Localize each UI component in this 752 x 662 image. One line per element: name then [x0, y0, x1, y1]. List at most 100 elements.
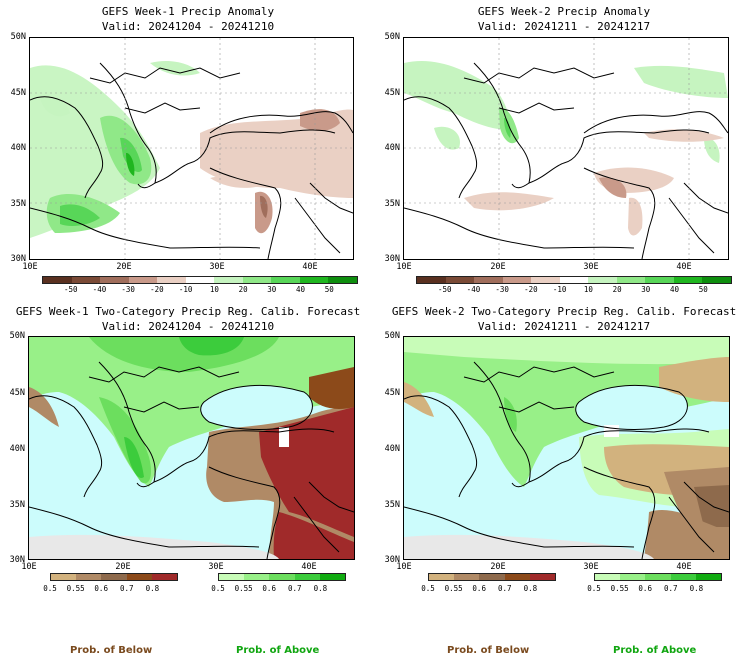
colorbar-tick-label: 30 [267, 285, 277, 294]
colorbar-tick-label: -40 [466, 285, 481, 294]
colorbar-swatch [299, 277, 329, 283]
colorbar-swatch [328, 277, 358, 283]
colorbar-swatch [670, 574, 696, 580]
colorbar-swatch [417, 277, 446, 283]
panel-week2-anomaly: GEFS Week-2 Precip Anomaly Valid: 202412… [376, 0, 752, 300]
colorbar-swatch [271, 277, 300, 283]
colorbar-swatch [595, 574, 621, 580]
panel-valid-dates: Valid: 20241211 - 20241217 [477, 20, 651, 33]
colorbar-tick-label: -10 [178, 285, 193, 294]
colorbar-swatch [531, 277, 560, 283]
colorbar-tick-label: 0.55 [444, 584, 463, 593]
colorbar-swatch [242, 277, 272, 283]
lat-label: 30N [10, 254, 26, 264]
probability-map-week1 [28, 336, 355, 560]
lat-label: 30N [9, 555, 25, 565]
panel-valid-dates: Valid: 20241204 - 20241210 [101, 20, 275, 33]
lon-label: 40E [676, 562, 692, 572]
lat-label: 30N [384, 555, 400, 565]
colorbar-tick-label: -30 [121, 285, 135, 294]
colorbar-tick-label: 0.55 [610, 584, 629, 593]
colorbar-tick-label: 0.8 [313, 584, 328, 593]
lat-label: 50N [384, 32, 400, 42]
colorbar-swatch [429, 574, 455, 580]
colorbar-swatch [502, 277, 532, 283]
panel-week1-two-category: GEFS Week-1 Two-Category Precip Reg. Cal… [0, 300, 376, 645]
colorbar-swatch [529, 574, 556, 580]
colorbar-tick-label: 0.7 [664, 584, 678, 593]
colorbar-swatch [645, 574, 671, 580]
colorbar-tick-label: -50 [63, 285, 78, 294]
lon-label: 40E [301, 562, 317, 572]
colorbar-tick-label: 0.5 [43, 584, 57, 593]
lat-label: 50N [10, 32, 26, 42]
colorbar-tick-label: 10 [209, 285, 219, 294]
lon-label: 40E [676, 262, 692, 272]
colorbar-swatch [269, 574, 295, 580]
lat-label: 45N [384, 88, 400, 98]
lat-label: 50N [384, 331, 400, 341]
colorbar-swatch [100, 277, 129, 283]
colorbar-swatch [702, 277, 732, 283]
lon-label: 30E [583, 262, 599, 272]
panel-title: GEFS Week-2 Precip Anomaly [477, 5, 651, 18]
colorbar-swatch [319, 574, 346, 580]
colorbar-tick-label: 0.6 [262, 584, 276, 593]
colorbar-tick-label: 50 [698, 285, 708, 294]
lon-label: 40E [302, 262, 318, 272]
colorbar-swatch [76, 574, 102, 580]
colorbar-swatch [51, 574, 77, 580]
colorbar-tick-label: 0.7 [288, 584, 302, 593]
prob-above-colorbar [594, 573, 722, 581]
colorbar-tick-label: 0.55 [66, 584, 85, 593]
colorbar-swatch [43, 277, 72, 283]
lat-label: 45N [384, 388, 400, 398]
lon-label: 10E [21, 562, 37, 572]
colorbar-swatch [294, 574, 320, 580]
anomaly-colorbar [42, 276, 358, 284]
colorbar-tick-label: 0.5 [587, 584, 601, 593]
panel-valid-dates: Valid: 20241211 - 20241217 [477, 320, 651, 333]
lat-label: 45N [9, 388, 25, 398]
colorbar-tick-label: 0.6 [472, 584, 486, 593]
colorbar-swatch [126, 574, 152, 580]
colorbar-swatch [504, 574, 530, 580]
anomaly-map-week2 [403, 37, 729, 260]
prob-above-label: Prob. of Above [236, 645, 320, 656]
lat-label: 35N [10, 199, 26, 209]
colorbar-tick-label: 20 [238, 285, 248, 294]
colorbar-swatch [151, 574, 178, 580]
colorbar-swatch [71, 277, 101, 283]
colorbar-tick-label: 0.7 [498, 584, 512, 593]
colorbar-tick-label: -20 [524, 285, 538, 294]
colorbar-tick-label: -50 [437, 285, 452, 294]
panel-week2-two-category: GEFS Week-2 Two-Category Precip Reg. Cal… [376, 300, 752, 645]
anomaly-map-week1 [29, 37, 354, 260]
probability-map-week2 [403, 336, 730, 560]
panel-title: GEFS Week-2 Two-Category Precip Reg. Cal… [391, 305, 737, 318]
colorbar-tick-label: -20 [150, 285, 164, 294]
colorbar-swatch [157, 277, 186, 283]
lon-label: 20E [490, 262, 506, 272]
colorbar-tick-label: 0.8 [689, 584, 704, 593]
colorbar-swatch [559, 277, 589, 283]
colorbar-tick-label: 0.5 [421, 584, 435, 593]
colorbar-swatch [244, 574, 270, 580]
colorbar-tick-label: 0.8 [145, 584, 160, 593]
lon-label: 20E [490, 562, 506, 572]
prob-above-colorbar [218, 573, 346, 581]
prob-below-label: Prob. of Below [70, 645, 153, 656]
lon-label: 30E [583, 562, 599, 572]
colorbar-tick-label: 0.6 [94, 584, 108, 593]
lat-label: 30N [384, 254, 400, 264]
prob-below-colorbar [428, 573, 556, 581]
lat-label: 40N [384, 143, 400, 153]
colorbar-tick-label: 20 [612, 285, 622, 294]
colorbar-swatch [479, 574, 505, 580]
lat-label: 40N [10, 143, 26, 153]
colorbar-tick-label: -30 [495, 285, 509, 294]
panel-title: GEFS Week-1 Precip Anomaly [101, 5, 275, 18]
colorbar-swatch [620, 574, 646, 580]
colorbar-swatch [645, 277, 674, 283]
panel-valid-dates: Valid: 20241204 - 20241210 [101, 320, 275, 333]
